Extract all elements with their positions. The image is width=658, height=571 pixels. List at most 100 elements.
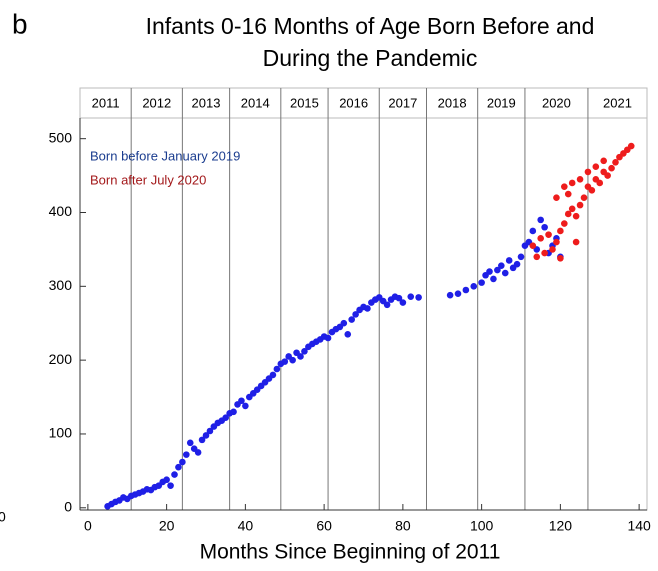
point xyxy=(490,275,497,283)
year-label: 2011 xyxy=(92,95,120,110)
point xyxy=(186,439,194,447)
x-axis-label: Months Since Beginning of 2011 xyxy=(200,541,501,564)
point xyxy=(446,291,454,299)
y-tick-label: 0 xyxy=(64,498,72,514)
point xyxy=(568,205,576,213)
legend-label: Born before January 2019 xyxy=(90,148,240,163)
year-label: 2021 xyxy=(603,95,632,110)
x-tick-label: 140 xyxy=(627,518,651,534)
point xyxy=(194,449,202,456)
point xyxy=(273,365,281,373)
point xyxy=(348,316,355,323)
x-tick-label: 60 xyxy=(316,518,332,534)
point xyxy=(171,471,178,478)
point xyxy=(183,451,190,458)
x-tick-label: 120 xyxy=(549,518,573,534)
point xyxy=(608,164,615,172)
point xyxy=(399,299,407,306)
point xyxy=(588,187,596,194)
year-label: 2014 xyxy=(241,95,270,110)
point xyxy=(454,290,462,297)
point xyxy=(324,334,332,342)
point xyxy=(612,158,619,166)
point xyxy=(537,216,544,224)
point xyxy=(415,294,422,301)
point xyxy=(541,249,548,257)
x-tick-label: 0 xyxy=(84,518,92,534)
point xyxy=(553,194,560,202)
point xyxy=(604,172,611,179)
point xyxy=(344,331,352,338)
point xyxy=(269,371,277,379)
point xyxy=(230,408,237,416)
point xyxy=(470,283,478,290)
x-tick-label: 100 xyxy=(470,518,494,534)
point xyxy=(584,168,592,176)
point xyxy=(238,397,245,405)
y-tick-label: 200 xyxy=(49,351,73,367)
point xyxy=(537,235,544,242)
point xyxy=(533,253,541,261)
point xyxy=(301,347,308,355)
point xyxy=(242,402,249,410)
point xyxy=(568,179,576,187)
point xyxy=(561,183,568,190)
point xyxy=(222,414,229,422)
year-label: 2017 xyxy=(388,95,417,110)
point xyxy=(202,432,210,439)
point xyxy=(564,190,572,198)
year-label: 2020 xyxy=(542,95,571,110)
point xyxy=(486,268,493,275)
x-tick-label: 80 xyxy=(395,518,411,534)
point xyxy=(572,238,580,246)
point xyxy=(557,227,564,235)
point xyxy=(206,427,214,435)
point xyxy=(498,262,505,269)
year-label: 2019 xyxy=(487,95,516,110)
point xyxy=(576,201,584,209)
point xyxy=(175,463,182,471)
point xyxy=(395,294,403,302)
chart-title: Infants 0-16 Months of Age Born Before a… xyxy=(146,13,595,39)
point xyxy=(462,286,470,294)
point xyxy=(163,476,170,484)
point xyxy=(592,163,600,171)
y-tick-label: 500 xyxy=(49,129,73,145)
year-header xyxy=(79,87,648,119)
stray-label: 0 xyxy=(0,509,6,525)
point xyxy=(167,482,174,489)
point xyxy=(281,358,289,365)
point xyxy=(553,238,560,246)
point xyxy=(564,210,572,218)
point xyxy=(501,269,509,277)
point xyxy=(549,246,556,253)
point xyxy=(198,436,206,444)
point xyxy=(596,179,604,187)
y-tick-label: 400 xyxy=(49,203,73,219)
point xyxy=(557,254,564,262)
point xyxy=(529,227,537,235)
point xyxy=(352,311,359,318)
year-label: 2015 xyxy=(290,95,319,110)
x-tick-label: 20 xyxy=(159,518,175,534)
point xyxy=(407,293,415,300)
point xyxy=(576,175,584,183)
point xyxy=(545,231,552,238)
x-tick-label: 40 xyxy=(238,518,254,534)
point xyxy=(513,260,521,268)
point xyxy=(297,353,304,360)
point xyxy=(561,220,568,227)
year-label: 2013 xyxy=(192,95,221,110)
year-label: 2016 xyxy=(339,95,368,110)
point xyxy=(580,194,588,202)
point xyxy=(289,356,296,364)
point xyxy=(517,253,525,261)
point xyxy=(541,223,548,231)
point xyxy=(179,458,186,466)
point xyxy=(505,257,513,264)
point xyxy=(529,242,537,250)
point xyxy=(478,279,485,286)
point xyxy=(494,266,501,274)
point xyxy=(627,142,635,150)
